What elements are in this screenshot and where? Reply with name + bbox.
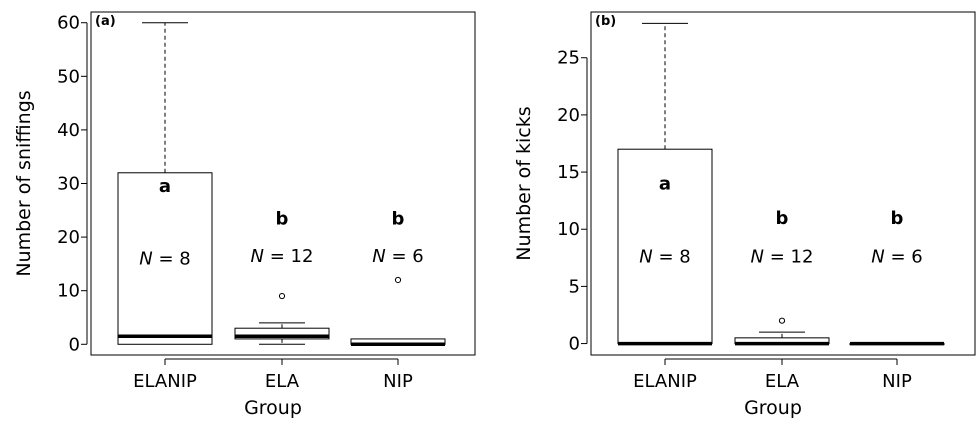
outlier-point bbox=[778, 317, 786, 324]
sample-size-value: = 6 bbox=[890, 247, 922, 268]
y-tick-label: 25 bbox=[557, 48, 580, 69]
significance-letter: b bbox=[891, 208, 904, 229]
y-tick-label: 15 bbox=[557, 162, 580, 183]
sample-size-symbol: N bbox=[871, 247, 884, 268]
y-tick-label: 0 bbox=[569, 334, 580, 355]
plot-frame bbox=[90, 11, 476, 356]
sample-size-symbol: N bbox=[639, 247, 652, 268]
significance-letter: a bbox=[659, 174, 671, 195]
x-category-label: ELANIP bbox=[133, 371, 197, 392]
y-tick-label: 20 bbox=[557, 105, 580, 126]
sample-size-value: = 12 bbox=[270, 246, 314, 267]
y-axis-title: Number of kicks bbox=[513, 106, 535, 260]
box-iqr bbox=[117, 172, 213, 345]
sample-size-value: = 8 bbox=[658, 247, 690, 268]
x-category-label: ELA bbox=[265, 371, 300, 392]
y-tick-label: 30 bbox=[57, 174, 80, 195]
sample-size-label: N = 12 bbox=[751, 247, 814, 268]
sample-size-symbol: N bbox=[251, 246, 264, 267]
plot-frame bbox=[590, 11, 976, 356]
outlier-point bbox=[394, 276, 402, 284]
sample-size-value: = 6 bbox=[391, 246, 423, 267]
x-category-label: NIP bbox=[882, 371, 912, 392]
significance-letter: a bbox=[159, 176, 171, 197]
sample-size-label: N = 12 bbox=[251, 246, 314, 267]
panel-tag: (a) bbox=[95, 14, 116, 29]
x-axis-title: Group bbox=[244, 397, 302, 419]
x-category-label: NIP bbox=[383, 371, 413, 392]
y-tick-label: 60 bbox=[57, 13, 80, 34]
significance-letter: b bbox=[392, 208, 405, 229]
sample-size-symbol: N bbox=[372, 246, 385, 267]
y-tick-label: 0 bbox=[69, 334, 80, 355]
y-tick-label: 10 bbox=[57, 281, 80, 302]
significance-letter: b bbox=[276, 208, 289, 229]
sample-size-label: N = 6 bbox=[372, 246, 423, 267]
box-iqr bbox=[234, 327, 330, 340]
significance-letter: b bbox=[776, 208, 789, 229]
sample-size-label: N = 8 bbox=[639, 247, 690, 268]
panel-tag: (b) bbox=[595, 14, 616, 29]
y-axis-title: Number of sniffings bbox=[13, 90, 35, 276]
sample-size-label: N = 8 bbox=[139, 249, 190, 270]
x-category-label: ELANIP bbox=[633, 371, 697, 392]
y-tick-label: 20 bbox=[57, 227, 80, 248]
x-category-label: ELA bbox=[765, 371, 800, 392]
sample-size-value: = 12 bbox=[770, 247, 814, 268]
y-tick-label: 10 bbox=[557, 219, 580, 240]
sample-size-symbol: N bbox=[139, 249, 152, 270]
x-axis-title: Group bbox=[744, 397, 802, 419]
box-iqr bbox=[617, 148, 713, 345]
y-tick-label: 50 bbox=[57, 66, 80, 87]
sample-size-symbol: N bbox=[751, 247, 764, 268]
sample-size-label: N = 6 bbox=[871, 247, 922, 268]
sample-size-value: = 8 bbox=[158, 249, 190, 270]
outlier-point bbox=[278, 292, 286, 300]
y-tick-label: 5 bbox=[569, 276, 580, 297]
y-tick-label: 40 bbox=[57, 120, 80, 141]
